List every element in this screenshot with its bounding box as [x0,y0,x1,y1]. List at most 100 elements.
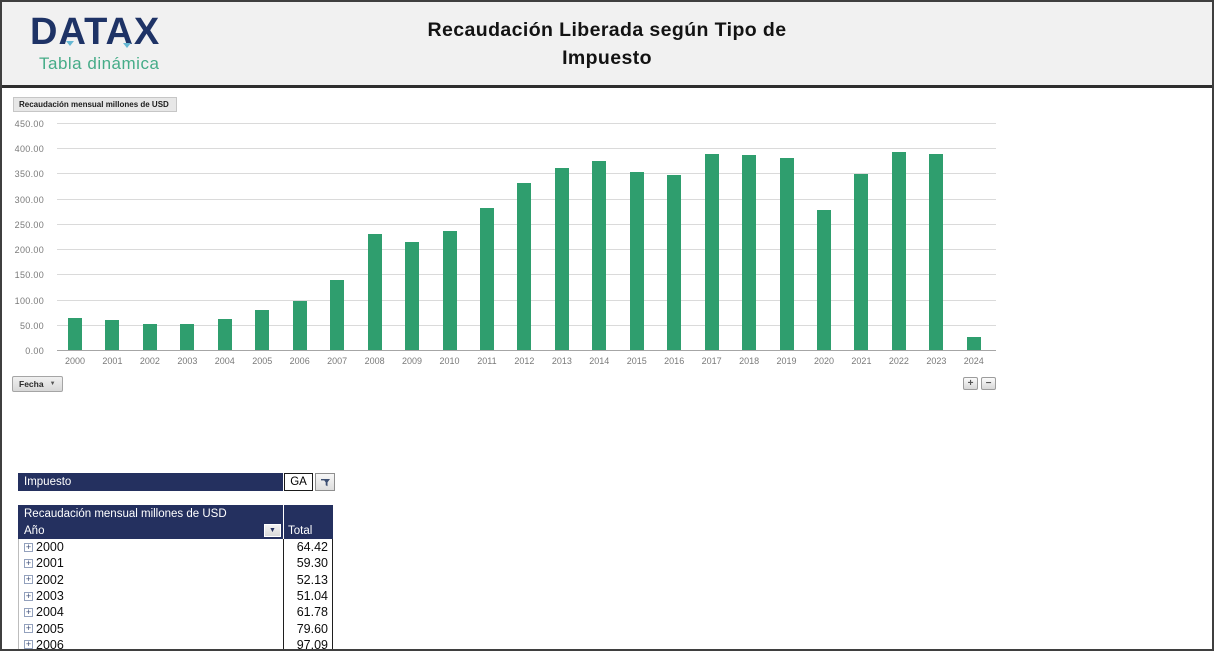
chart-bar [891,152,906,350]
chart-bar [629,172,644,350]
y-axis-tick-label: 0.00 [25,346,44,356]
year-cell: +2002 [18,571,283,588]
x-axis-tick-label: 2002 [139,356,160,366]
chart-axis-field-button[interactable]: Fecha ▼ [12,376,63,392]
y-axis-tick-label: 150.00 [14,270,44,281]
total-cell: 59.30 [283,555,333,572]
datax-logo: DATAX Tabla dinámica [30,12,260,74]
total-cell: 79.60 [283,620,333,637]
total-cell: 52.13 [283,571,333,588]
table-row: +2004 61.78 [18,604,333,621]
expand-icon[interactable]: + [24,574,33,585]
chart-bar [68,317,82,350]
year-cell: +2003 [18,587,283,605]
y-axis-tick-label: 100.00 [14,295,44,306]
year-label: 2005 [36,621,64,636]
chart-bar [966,336,981,350]
chart-y-axis: 0.00 50.00 100.00 150.00 200.00 250.00 300.00 3… [4,119,50,356]
filter-field-label: Impuesto [18,473,283,491]
y-axis-tick-label: 200.00 [14,245,44,256]
x-axis-tick-label: 2022 [888,356,909,366]
total-cell: 64.42 [283,539,333,556]
logo-accent-icon [123,43,131,48]
chart-bar [554,168,569,350]
chart-bar [367,234,382,350]
chart-bar [105,320,120,350]
pivot-chart: Recaudación mensual millones de USD 0.00… [2,92,1012,394]
x-axis-tick-label: 2009 [402,356,423,366]
chart-bar [592,160,607,350]
chart-bar [255,309,270,350]
filter-funnel-icon [320,478,330,486]
logo-accent-icon [66,41,74,46]
table-row: +2003 51.04 [18,587,333,605]
expand-icon[interactable]: + [24,623,33,634]
pivot-title-spacer [283,505,333,522]
chart-bar [929,153,944,350]
y-axis-tick-label: 250.00 [14,219,44,230]
chart-gridline [57,173,996,175]
chart-gridline [57,123,996,124]
year-cell: +2001 [18,555,283,572]
table-row: +2001 59.30 [18,555,333,572]
page-title: Recaudación Liberada según Tipo de Impue… [152,16,1062,72]
pivot-title-cell: Recaudación mensual millones de USD [18,505,283,522]
page-title-line1: Recaudación Liberada según Tipo de [427,19,787,41]
header-band: DATAX Tabla dinámica Recaudación Liberad… [2,2,1212,88]
year-cell: +2004 [18,604,283,621]
chart-drill-buttons: + − [963,377,996,390]
expand-icon[interactable]: + [24,557,33,568]
page-title-line2: Impuesto [562,47,652,69]
chart-bar [180,324,195,350]
x-axis-tick-label: 2014 [589,356,610,366]
total-header-cell: Total [283,522,333,539]
logo-subtitle: Tabla dinámica [39,54,160,73]
expand-icon[interactable]: + [24,590,33,601]
chart-value-field-button[interactable]: Recaudación mensual millones de USD [13,97,177,112]
total-cell: 51.04 [283,587,333,605]
x-axis-tick-label: 2019 [776,356,797,366]
x-axis-tick-label: 2001 [102,356,123,366]
chart-gridline [57,350,996,351]
filter-dropdown-button[interactable] [315,473,335,491]
drill-expand-button[interactable]: + [963,377,978,390]
x-axis-tick-label: 2006 [289,356,310,366]
chart-bar [817,209,831,350]
y-axis-tick-label: 450.00 [14,119,44,129]
pivot-rows: +2000 64.42 +2001 59.30 +2002 52.13 +2003 51.04… [18,539,333,651]
x-axis-tick-label: 2005 [252,356,273,366]
row-filter-dropdown-button[interactable]: ▼ [264,524,281,537]
drill-collapse-button[interactable]: − [981,377,996,390]
x-axis-tick-label: 2004 [214,356,235,366]
year-label: 2000 [36,540,64,555]
table-row: +2006 97.09 [18,636,333,651]
axis-field-label: Fecha [19,379,44,389]
chart-bar [854,174,869,350]
filter-value-cell: GA [284,473,313,491]
chart-gridline [57,148,996,150]
total-cell: 61.78 [283,604,333,621]
x-axis-tick-label: 2003 [177,356,198,366]
year-label: 2004 [36,605,64,620]
y-axis-tick-label: 350.00 [14,169,44,180]
year-cell: +2006 [18,636,283,651]
x-axis-tick-label: 2021 [851,356,872,366]
table-row: +2005 79.60 [18,620,333,637]
expand-icon[interactable]: + [24,639,33,650]
x-axis-tick-label: 2020 [813,356,835,366]
y-axis-tick-label: 50.00 [19,320,44,331]
x-axis-tick-label: 2012 [514,356,535,366]
year-label: 2003 [36,589,64,604]
x-axis-tick-label: 2015 [626,356,647,366]
year-label: 2006 [36,637,64,651]
report-filter-row: Impuesto GA [18,473,335,491]
year-label: 2001 [36,556,64,571]
chart-bar [479,208,494,350]
expand-icon[interactable]: + [24,606,33,617]
x-axis-tick-label: 2007 [327,356,348,366]
year-label: 2002 [36,572,64,587]
chart-bar [442,231,457,350]
chart-bar [704,154,719,350]
expand-icon[interactable]: + [24,541,33,552]
chart-bar [405,242,420,350]
